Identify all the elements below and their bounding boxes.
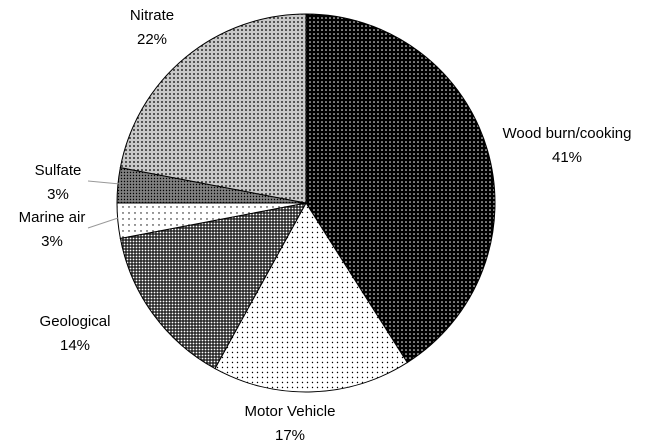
- slice-value-label: 41%: [552, 149, 582, 166]
- pie-slice: [214, 202, 408, 393]
- slice-value-label: 22%: [137, 31, 167, 48]
- leader-line: [87, 217, 119, 229]
- slice-value-label: 17%: [275, 427, 305, 444]
- slice-label: Geological: [40, 313, 111, 330]
- slice-label: Motor Vehicle: [245, 403, 336, 420]
- slice-label: Wood burn/cooking: [503, 125, 632, 142]
- leader-line: [87, 180, 121, 185]
- pie-slice: [119, 13, 307, 204]
- pie-slice: [305, 13, 496, 364]
- pie-slice: [119, 202, 307, 370]
- slice-value-label: 3%: [47, 186, 69, 203]
- slice-value-label: 14%: [60, 337, 90, 354]
- slice-label: Marine air: [19, 209, 86, 226]
- slice-label: Nitrate: [130, 7, 174, 24]
- slice-value-label: 3%: [41, 233, 63, 250]
- slice-label: Sulfate: [35, 162, 82, 179]
